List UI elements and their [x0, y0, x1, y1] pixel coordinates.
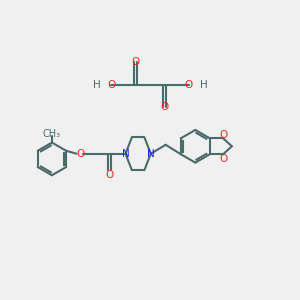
Text: O: O: [76, 149, 85, 159]
Text: H: H: [200, 80, 207, 90]
Text: O: O: [131, 57, 139, 67]
Text: CH₃: CH₃: [43, 129, 61, 139]
Text: O: O: [220, 154, 228, 164]
Text: O: O: [105, 170, 113, 180]
Text: H: H: [93, 80, 101, 90]
Text: O: O: [184, 80, 193, 90]
Text: O: O: [161, 102, 169, 112]
Text: N: N: [122, 149, 129, 159]
Text: N: N: [147, 149, 155, 159]
Text: O: O: [219, 130, 228, 140]
Text: O: O: [107, 80, 116, 90]
